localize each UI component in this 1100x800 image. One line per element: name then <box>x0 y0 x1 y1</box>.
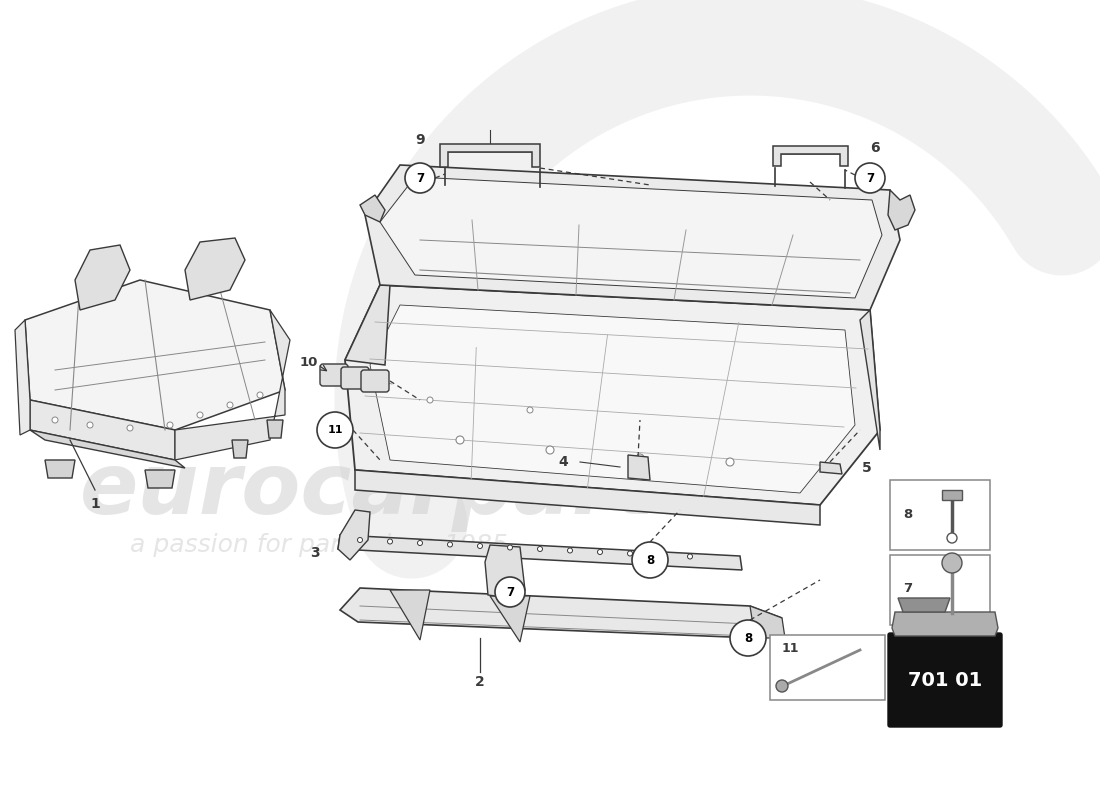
Polygon shape <box>338 510 370 560</box>
Circle shape <box>197 412 204 418</box>
Polygon shape <box>892 612 998 636</box>
Circle shape <box>495 577 525 607</box>
Polygon shape <box>360 195 385 222</box>
Polygon shape <box>355 470 820 525</box>
Polygon shape <box>75 245 130 310</box>
Polygon shape <box>145 470 175 488</box>
Text: 7: 7 <box>903 582 913 594</box>
Circle shape <box>227 402 233 408</box>
Circle shape <box>448 542 452 547</box>
Circle shape <box>538 546 542 551</box>
FancyBboxPatch shape <box>361 370 389 392</box>
FancyBboxPatch shape <box>890 555 990 625</box>
Text: eurocarparts: eurocarparts <box>80 449 707 531</box>
Circle shape <box>726 458 734 466</box>
Circle shape <box>947 533 957 543</box>
FancyBboxPatch shape <box>320 364 348 386</box>
Polygon shape <box>888 190 915 230</box>
Text: 6: 6 <box>870 141 880 155</box>
Polygon shape <box>340 588 782 638</box>
Circle shape <box>317 412 353 448</box>
Text: 7: 7 <box>416 171 425 185</box>
Polygon shape <box>820 462 842 474</box>
Circle shape <box>568 548 572 553</box>
Circle shape <box>546 446 554 454</box>
Circle shape <box>167 422 173 428</box>
Text: 10: 10 <box>299 355 318 369</box>
Circle shape <box>387 539 393 544</box>
Circle shape <box>52 417 58 423</box>
Text: 7: 7 <box>866 171 874 185</box>
Text: 11: 11 <box>328 425 343 435</box>
Polygon shape <box>898 598 950 612</box>
Polygon shape <box>25 280 285 430</box>
Circle shape <box>942 553 962 573</box>
Polygon shape <box>345 285 880 505</box>
Circle shape <box>776 680 788 692</box>
Circle shape <box>456 436 464 444</box>
FancyBboxPatch shape <box>942 490 962 500</box>
FancyBboxPatch shape <box>341 367 368 389</box>
Polygon shape <box>485 545 525 598</box>
Circle shape <box>257 392 263 398</box>
Polygon shape <box>232 440 248 458</box>
Text: 3: 3 <box>310 546 320 560</box>
Polygon shape <box>267 420 283 438</box>
Circle shape <box>126 425 133 431</box>
Circle shape <box>855 163 886 193</box>
Text: a passion for parts since 1985: a passion for parts since 1985 <box>130 533 508 557</box>
Polygon shape <box>338 535 742 570</box>
Circle shape <box>658 553 662 558</box>
Polygon shape <box>390 590 430 640</box>
Circle shape <box>636 454 644 462</box>
Text: 4: 4 <box>558 455 568 469</box>
Text: 7: 7 <box>506 586 514 598</box>
Circle shape <box>688 554 693 559</box>
Circle shape <box>527 407 534 413</box>
Text: 701 01: 701 01 <box>908 670 982 690</box>
Polygon shape <box>45 460 75 478</box>
Circle shape <box>597 550 603 554</box>
Text: 8: 8 <box>646 554 654 566</box>
Text: 11: 11 <box>781 642 799 654</box>
Circle shape <box>405 163 435 193</box>
Polygon shape <box>175 310 290 460</box>
Polygon shape <box>365 165 900 310</box>
Text: 8: 8 <box>744 631 752 645</box>
Circle shape <box>730 620 766 656</box>
Polygon shape <box>30 430 185 468</box>
Circle shape <box>477 543 483 549</box>
Polygon shape <box>30 400 175 460</box>
FancyBboxPatch shape <box>770 635 886 700</box>
Polygon shape <box>185 238 245 300</box>
Circle shape <box>418 541 422 546</box>
Polygon shape <box>490 596 530 642</box>
Text: 9: 9 <box>416 133 425 147</box>
Polygon shape <box>370 305 855 493</box>
Polygon shape <box>860 310 880 450</box>
Circle shape <box>87 422 94 428</box>
Polygon shape <box>345 285 390 365</box>
Polygon shape <box>379 177 882 298</box>
Text: 8: 8 <box>903 509 913 522</box>
Polygon shape <box>440 144 540 167</box>
Text: 5: 5 <box>862 461 871 475</box>
Circle shape <box>632 542 668 578</box>
Circle shape <box>358 538 363 542</box>
Circle shape <box>507 545 513 550</box>
Polygon shape <box>750 606 785 638</box>
Text: 2: 2 <box>475 675 485 689</box>
Circle shape <box>627 551 632 556</box>
Polygon shape <box>15 320 30 435</box>
FancyBboxPatch shape <box>890 480 990 550</box>
Text: 1: 1 <box>90 497 100 511</box>
Circle shape <box>427 397 433 403</box>
Polygon shape <box>628 455 650 480</box>
FancyBboxPatch shape <box>888 633 1002 727</box>
Polygon shape <box>772 146 847 166</box>
